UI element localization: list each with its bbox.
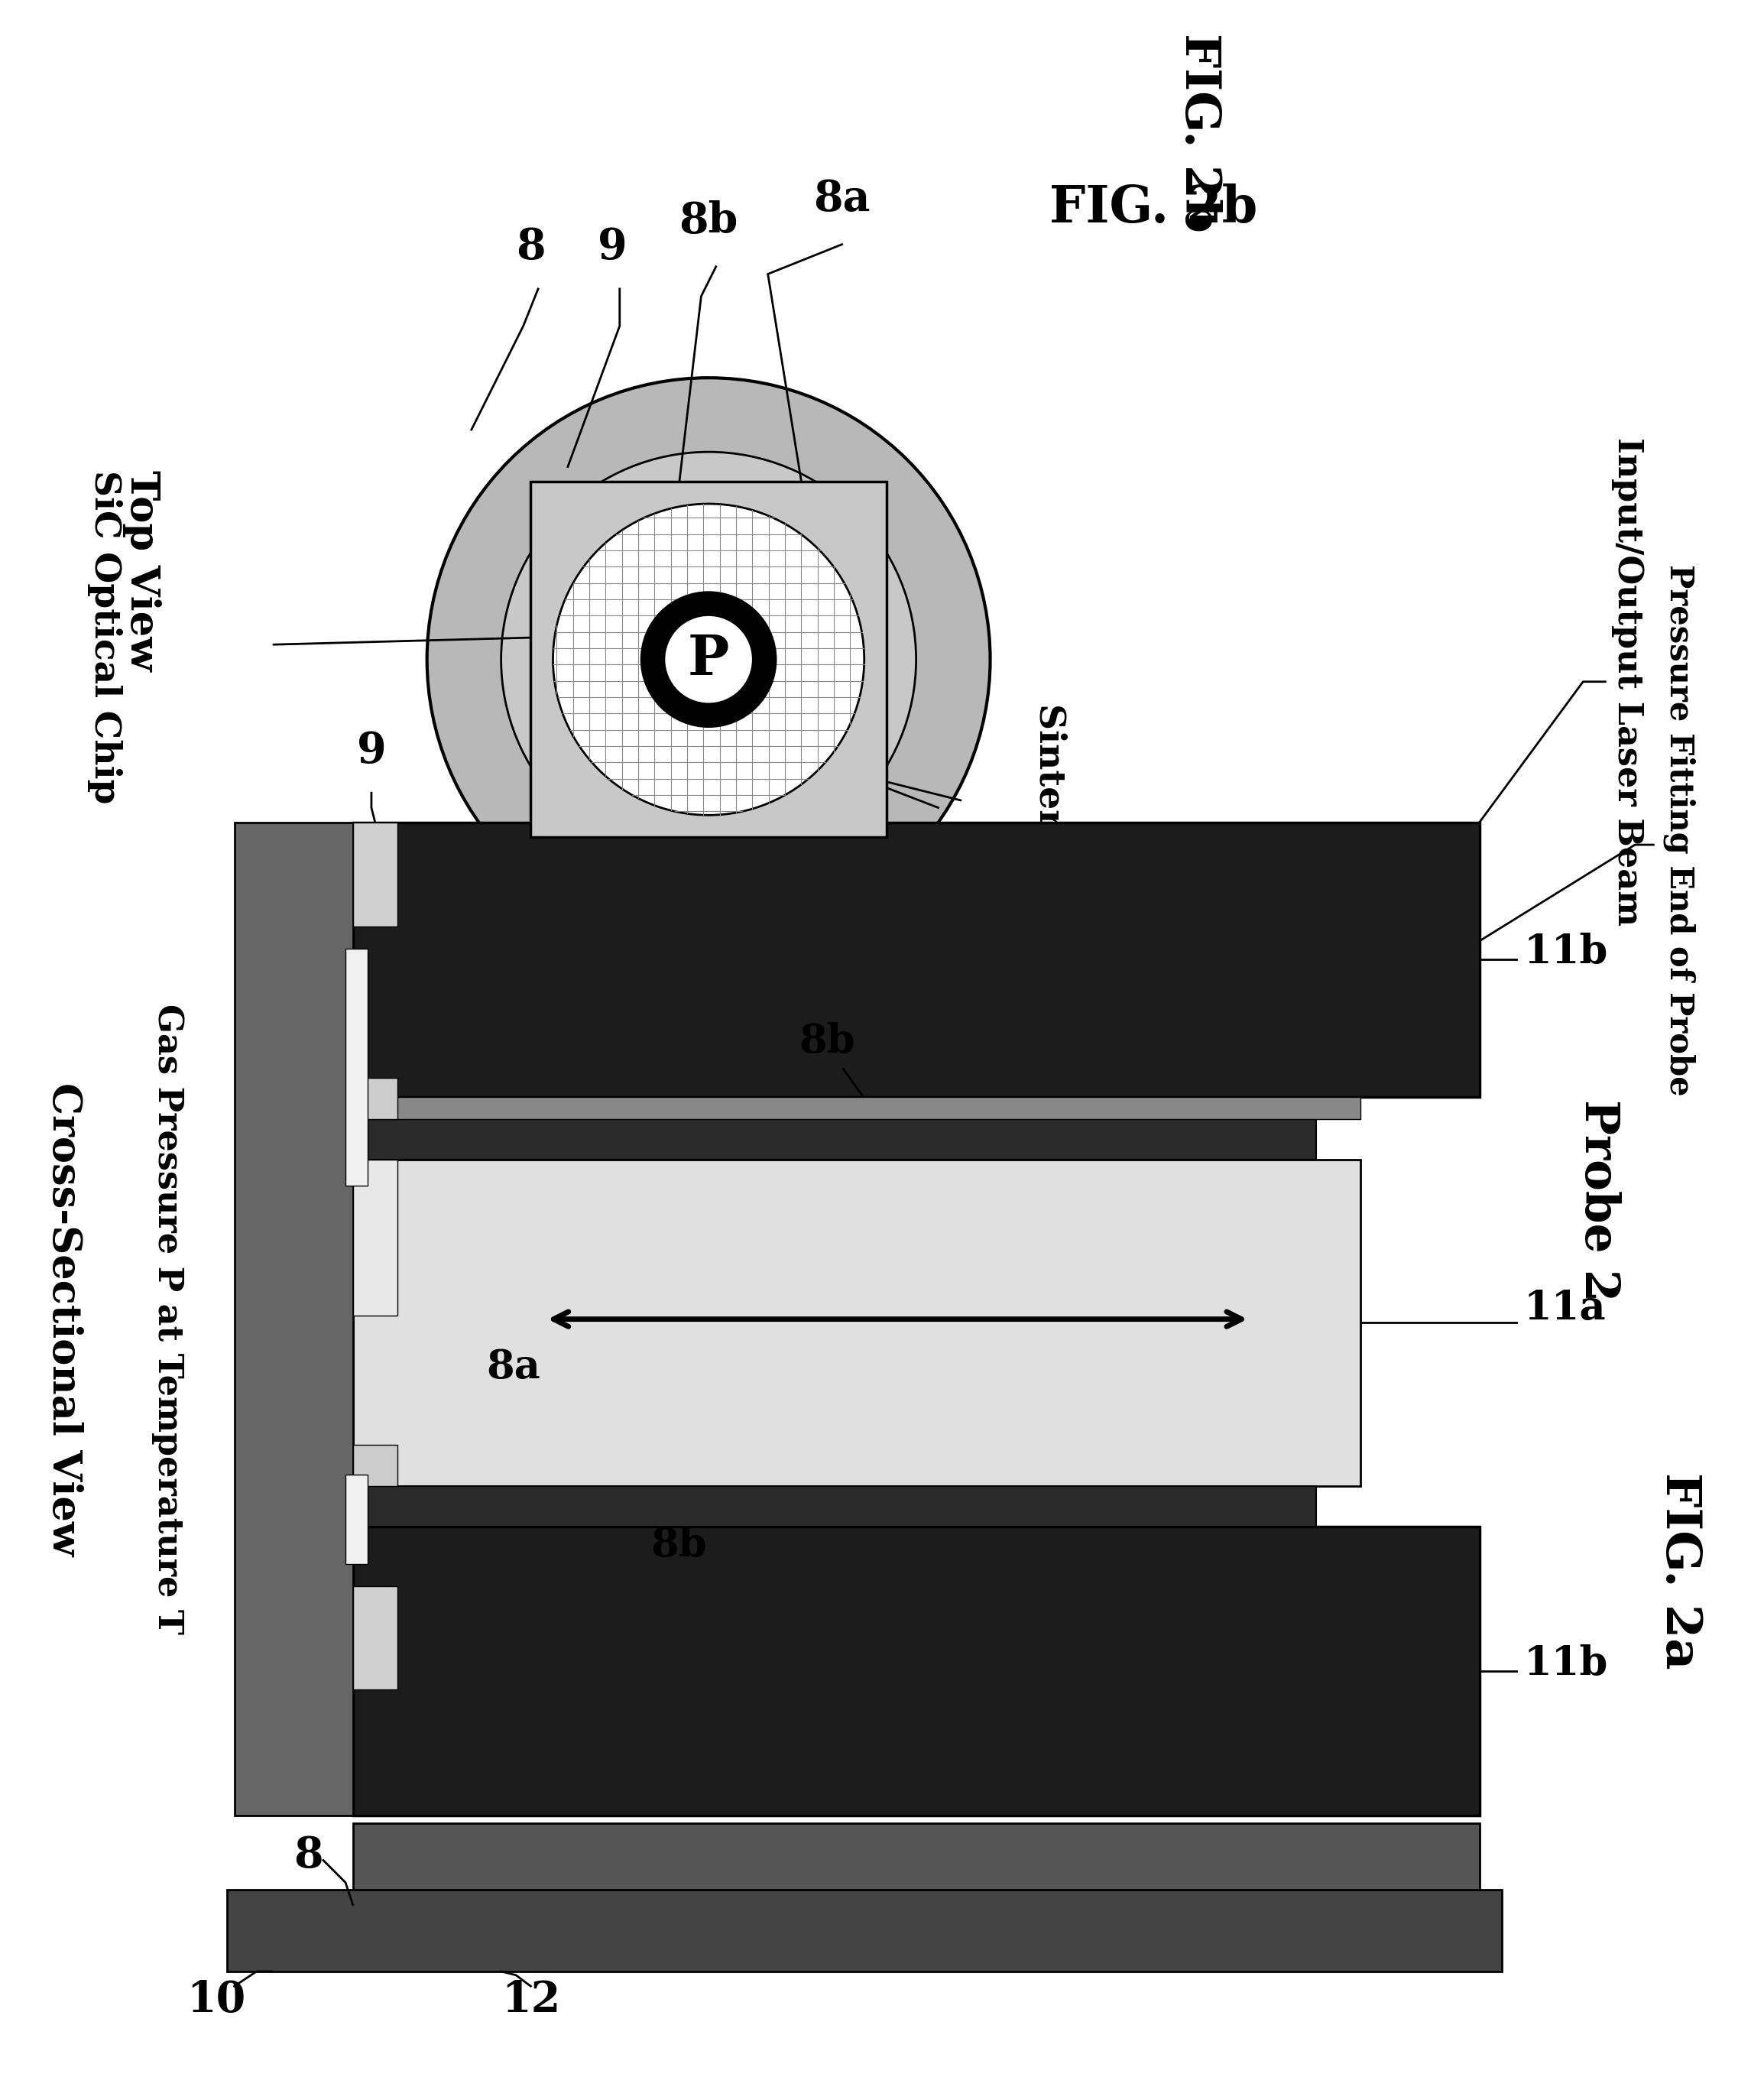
Text: Input/Output Laser Beam: Input/Output Laser Beam [1611,437,1644,926]
Bar [353,823,1480,1097]
Bar [228,1889,1501,1971]
Text: 7: 7 [279,1168,309,1210]
Text: 8b: 8b [799,1022,856,1062]
Text: 12: 12 [501,1979,561,2021]
Text: 8b: 8b [651,1526,707,1565]
Bar [353,1160,1360,1486]
Text: 9: 9 [356,729,386,773]
Circle shape [663,614,753,704]
Bar [353,1160,397,1315]
Text: 8: 8 [293,1835,323,1877]
Text: SiC Optical Chip: SiC Optical Chip [86,470,122,805]
Circle shape [501,451,916,867]
Text: Cavity: Cavity [372,1005,407,1129]
Text: P: P [688,633,729,688]
Text: Top View: Top View [122,470,161,671]
Bar [353,1586,397,1689]
Circle shape [642,594,776,725]
Text: 11b: 11b [1524,1645,1609,1682]
Text: FIG. 2b: FIG. 2b [1175,33,1222,232]
Bar [353,1526,1480,1816]
Bar [353,1822,1480,1904]
Text: Air/Vacuum: Air/Vacuum [372,838,407,1074]
Bar [353,823,397,926]
Text: 10: 10 [187,1979,245,2021]
Bar [346,1476,367,1563]
Text: Probe 2: Probe 2 [1575,1099,1621,1302]
Text: 8a: 8a [813,178,870,219]
Text: 8: 8 [517,226,545,268]
Bar [353,1078,397,1118]
Circle shape [427,378,990,940]
Bar [235,823,353,1816]
Text: Pressure Fitting End of Probe: Pressure Fitting End of Probe [1663,564,1695,1095]
Text: 8a: 8a [487,1348,540,1388]
Bar [346,949,367,1185]
Bar [353,1118,1316,1160]
Circle shape [552,504,864,815]
Bar [353,1486,1316,1526]
Text: Sintered SiC: Sintered SiC [1032,702,1067,957]
Text: 11b: 11b [1524,932,1609,972]
Text: 8b: 8b [679,201,737,242]
Text: FIG. 2a: FIG. 2a [1656,1473,1702,1670]
Text: 9: 9 [598,226,626,268]
Text: 11a: 11a [1524,1290,1605,1327]
Bar [353,1097,1360,1118]
Bar [531,481,887,838]
Text: FIG. 2b: FIG. 2b [1050,184,1258,232]
Text: Cross-Sectional View: Cross-Sectional View [44,1083,83,1555]
Bar [353,1444,397,1486]
Text: Gas Pressure P at Temperature T: Gas Pressure P at Temperature T [152,1003,183,1634]
